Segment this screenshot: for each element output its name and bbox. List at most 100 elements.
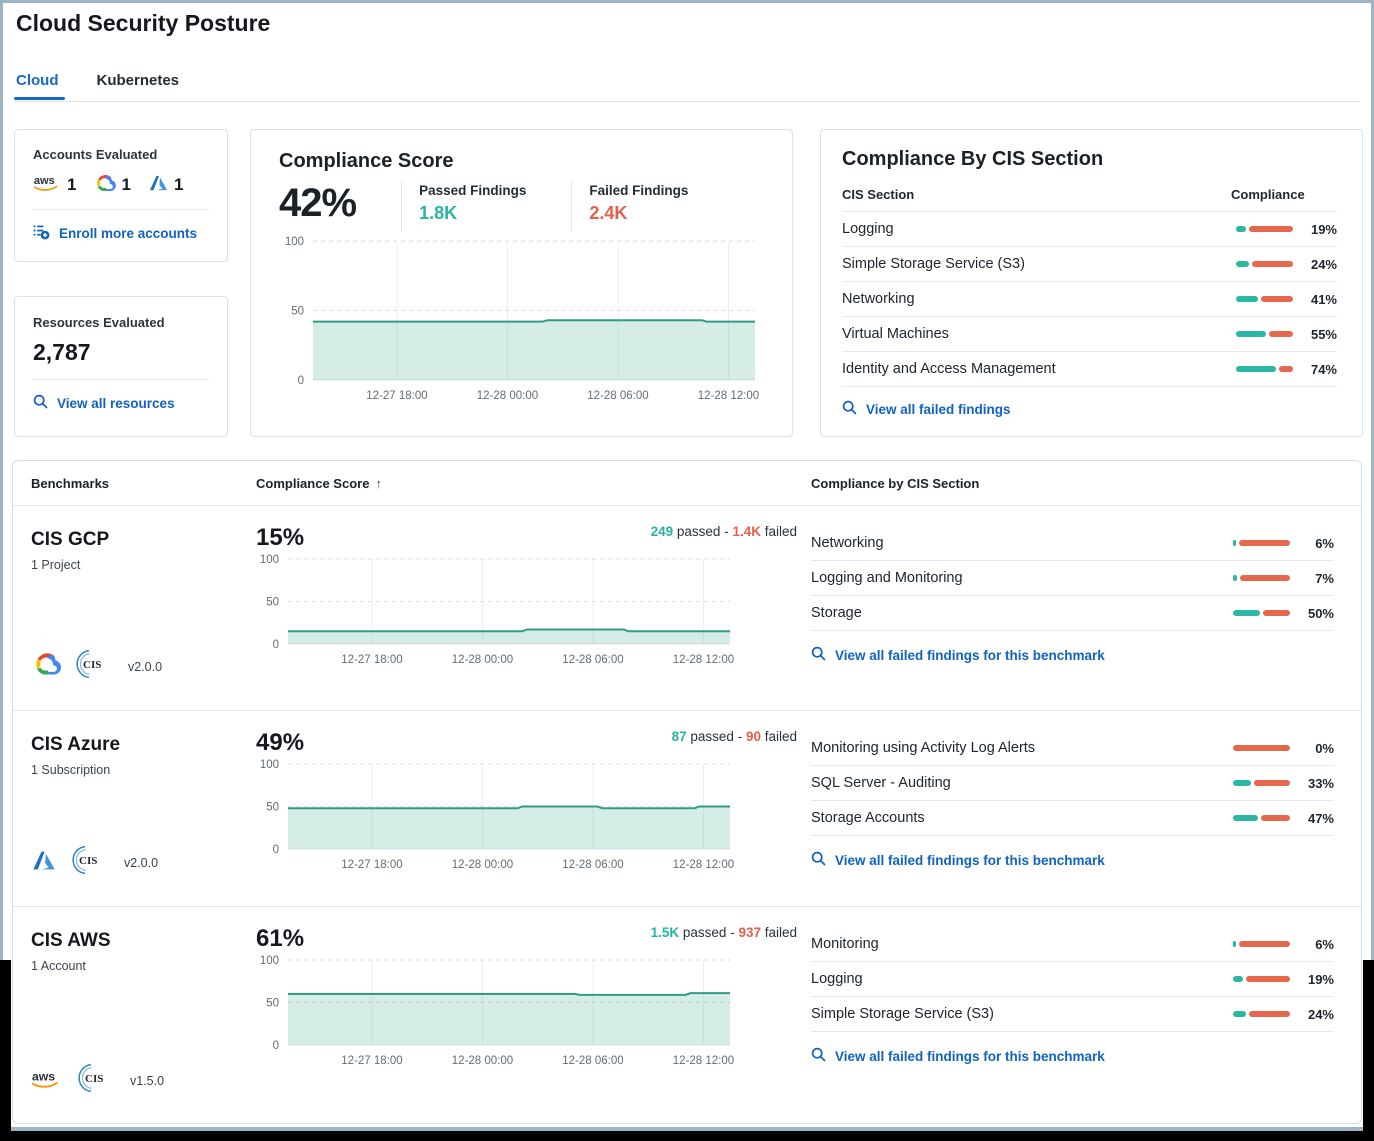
- section-row[interactable]: Storage Accounts 47%: [811, 801, 1334, 836]
- compliance-percent: 6%: [1315, 535, 1334, 551]
- compliance-by-cis-section-column-header: Compliance by CIS Section: [811, 475, 980, 491]
- benchmark-scope: 1 Project: [31, 558, 81, 572]
- benchmark-row-cis-aws: CIS AWS 1 Account aws CIS v: [13, 907, 1361, 1124]
- cis-section-row-logging[interactable]: Logging 19%: [842, 211, 1337, 246]
- view-all-failed-findings-link[interactable]: View all failed findings: [842, 400, 1337, 418]
- cis-section-label: Virtual Machines: [842, 326, 949, 342]
- view-all-failed-findings-label: View all failed findings: [866, 401, 1011, 417]
- passed-failed-summary: 249 passed - 1.4K failed: [650, 524, 797, 539]
- compliance-percent: 24%: [1310, 256, 1337, 272]
- azure-account-count: 1: [173, 175, 184, 194]
- section-label: Logging: [811, 971, 863, 987]
- cis-section-row-s3[interactable]: Simple Storage Service (S3) 24%: [842, 246, 1337, 281]
- aws-account-count: 1: [67, 175, 77, 194]
- aws-accounts: aws 1: [33, 173, 77, 197]
- card-divider: [33, 379, 209, 380]
- search-icon: [33, 394, 48, 412]
- section-row[interactable]: Logging and Monitoring 7%: [811, 561, 1334, 596]
- benchmark-score: 49%: [256, 729, 305, 756]
- compliance-score-trend-chart[interactable]: 12-27 18:00 12-28 00:00 12-28 06:00 12-28 1…: [269, 234, 781, 406]
- section-row[interactable]: SQL Server - Auditing 33%: [811, 766, 1334, 801]
- cis-section-label: Logging: [842, 221, 894, 237]
- svg-text:aws: aws: [34, 175, 55, 187]
- resources-evaluated-count: 2,787: [33, 339, 91, 365]
- cis-gcp-trend-chart[interactable]: 12-27 18:00 12-28 00:00 12-28 06:00 12-28 1…: [244, 552, 756, 670]
- tabs-divider: [14, 101, 1360, 102]
- gcp-icon: [93, 174, 117, 197]
- cis-section-row-iam[interactable]: Identity and Access Management 74%: [842, 351, 1337, 386]
- view-failed-findings-benchmark-link[interactable]: View all failed findings for this benchm…: [811, 646, 1334, 664]
- compliance-by-cis-section-card: Compliance By CIS Section CIS Section Co…: [820, 129, 1363, 437]
- section-label: Monitoring: [811, 936, 879, 952]
- compliance-bar: [1236, 226, 1293, 232]
- section-row[interactable]: Networking 6%: [811, 526, 1334, 561]
- view-failed-findings-benchmark-link[interactable]: View all failed findings for this benchm…: [811, 851, 1334, 869]
- compliance-bar: [1233, 540, 1290, 546]
- tab-bar: Cloud Kubernetes: [14, 72, 180, 100]
- svg-text:100: 100: [260, 759, 279, 771]
- benchmark-row-cis-gcp: CIS GCP 1 Project CIS: [13, 506, 1361, 711]
- svg-text:12-28 06:00: 12-28 06:00: [587, 390, 648, 402]
- gcp-account-count: 1: [121, 175, 131, 194]
- benchmark-name[interactable]: CIS AWS: [31, 930, 111, 951]
- svg-text:12-27 18:00: 12-27 18:00: [366, 390, 427, 402]
- section-row[interactable]: Logging 19%: [811, 962, 1334, 997]
- section-row[interactable]: Storage 50%: [811, 596, 1334, 631]
- svg-text:12-28 12:00: 12-28 12:00: [673, 1055, 734, 1067]
- svg-text:aws: aws: [32, 1069, 55, 1083]
- svg-text:0: 0: [273, 1040, 279, 1052]
- window-border-right: [1371, 0, 1374, 962]
- compliance-score-column-label: Compliance Score: [256, 475, 370, 491]
- tab-cloud[interactable]: Cloud: [14, 72, 64, 100]
- view-failed-findings-benchmark-link[interactable]: View all failed findings for this benchm…: [811, 1047, 1334, 1065]
- compliance-bar: [1236, 261, 1293, 267]
- search-icon: [811, 1047, 826, 1065]
- compliance-bar: [1233, 815, 1290, 821]
- svg-text:12-28 00:00: 12-28 00:00: [477, 390, 538, 402]
- sort-ascending-icon: ↑: [375, 475, 382, 491]
- svg-text:50: 50: [266, 597, 279, 609]
- passed-findings-stat: Passed Findings 1.8K: [401, 181, 526, 232]
- svg-text:12-28 12:00: 12-28 12:00: [673, 654, 734, 666]
- cis-section-row-virtual-machines[interactable]: Virtual Machines 55%: [842, 316, 1337, 351]
- cis-aws-trend-chart[interactable]: 12-27 18:00 12-28 00:00 12-28 06:00 12-28 1…: [244, 953, 756, 1071]
- cis-section-row-networking[interactable]: Networking 41%: [842, 281, 1337, 316]
- compliance-bar: [1233, 1011, 1290, 1017]
- enroll-accounts-icon: [33, 223, 50, 243]
- view-all-resources-link[interactable]: View all resources: [33, 394, 209, 412]
- enroll-more-accounts-link[interactable]: Enroll more accounts: [33, 223, 209, 243]
- svg-text:12-27 18:00: 12-27 18:00: [341, 1055, 402, 1067]
- benchmarks-table-header: Benchmarks Compliance Score ↑ Compliance…: [13, 461, 1361, 506]
- compliance-by-cis-section-title: Compliance By CIS Section: [842, 148, 1104, 170]
- section-row[interactable]: Monitoring using Activity Log Alerts 0%: [811, 731, 1334, 766]
- azure-accounts: 1: [148, 174, 183, 197]
- section-row[interactable]: Monitoring 6%: [811, 927, 1334, 962]
- benchmarks-card: Benchmarks Compliance Score ↑ Compliance…: [12, 460, 1362, 1124]
- compliance-bar: [1233, 610, 1290, 616]
- gcp-icon: [31, 652, 61, 681]
- search-icon: [811, 646, 826, 664]
- cis-azure-trend-chart[interactable]: 12-27 18:00 12-28 00:00 12-28 06:00 12-28 1…: [244, 757, 756, 875]
- benchmark-name[interactable]: CIS GCP: [31, 529, 110, 550]
- benchmark-score: 15%: [256, 524, 305, 551]
- card-divider: [33, 209, 209, 210]
- compliance-percent: 6%: [1315, 936, 1334, 952]
- search-icon: [842, 400, 857, 418]
- compliance-score-sort-header[interactable]: Compliance Score ↑: [256, 476, 811, 491]
- benchmark-scope: 1 Account: [31, 959, 86, 973]
- section-row[interactable]: Simple Storage Service (S3) 24%: [811, 997, 1334, 1032]
- azure-icon: [148, 174, 169, 197]
- compliance-score-value: 42%: [279, 181, 357, 225]
- passed-failed-summary: 1.5K passed - 937 failed: [650, 925, 797, 940]
- tab-kubernetes[interactable]: Kubernetes: [96, 72, 180, 89]
- compliance-bar: [1233, 976, 1290, 982]
- compliance-percent: 41%: [1310, 291, 1337, 307]
- svg-text:100: 100: [260, 955, 279, 967]
- svg-text:50: 50: [291, 306, 304, 318]
- compliance-bar: [1236, 296, 1293, 302]
- page-title: Cloud Security Posture: [16, 10, 271, 36]
- view-failed-findings-benchmark-label: View all failed findings for this benchm…: [835, 647, 1105, 663]
- benchmark-name[interactable]: CIS Azure: [31, 734, 121, 755]
- svg-text:12-28 06:00: 12-28 06:00: [562, 1055, 623, 1067]
- window-border-bottom: [0, 1127, 1374, 1131]
